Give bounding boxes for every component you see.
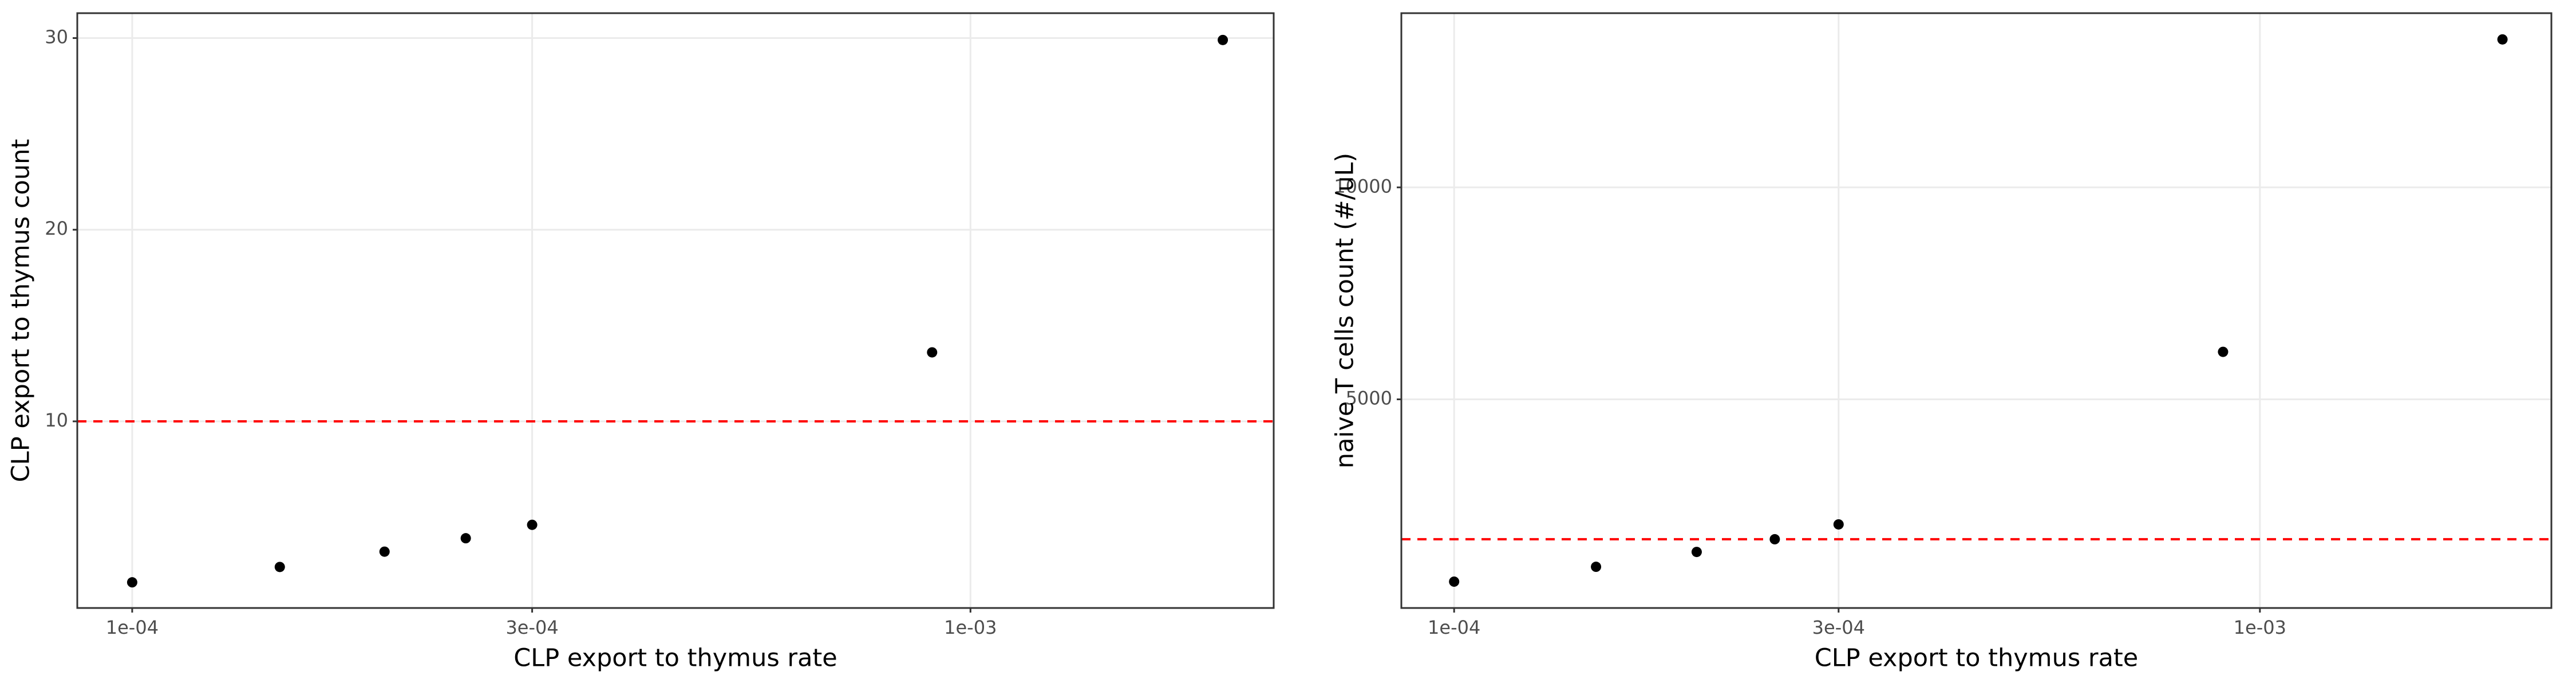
point	[274, 562, 285, 572]
point	[1218, 34, 1228, 45]
point	[927, 347, 938, 358]
point	[379, 546, 390, 557]
x-axis-title: CLP export to thymus rate	[513, 644, 837, 673]
panel-border	[1400, 12, 2553, 609]
y-axis-title: naive T cells count (#/uL)	[1331, 153, 1360, 468]
point	[1591, 562, 1602, 572]
point	[2218, 346, 2229, 357]
panel-background	[77, 13, 1274, 608]
y-tick-label: 20	[45, 218, 68, 239]
point	[1769, 534, 1780, 544]
point	[1449, 576, 1460, 587]
x-tick-label: 1e-04	[1428, 617, 1480, 638]
point	[527, 519, 538, 530]
y-tick-label: 5000	[1346, 388, 1392, 409]
point	[1833, 519, 1844, 530]
point	[460, 533, 471, 544]
x-tick-label: 1e-03	[2234, 617, 2286, 638]
x-tick-label: 3e-04	[1812, 617, 1865, 638]
point	[2497, 34, 2508, 45]
x-tick-label: 1e-04	[106, 617, 159, 638]
y-tick-label: 10000	[1334, 175, 1392, 197]
point	[127, 577, 137, 588]
y-axis-title: CLP export to thymus count	[7, 139, 35, 482]
y-tick-label: 10	[45, 409, 68, 431]
x-tick-label: 3e-04	[505, 617, 558, 638]
panel-border	[76, 12, 1275, 609]
point	[1691, 547, 1702, 558]
y-tick-label: 30	[45, 26, 68, 48]
x-axis-title: CLP export to thymus rate	[1815, 644, 2139, 673]
panel-background	[1401, 13, 2551, 608]
x-tick-label: 1e-03	[944, 617, 997, 638]
